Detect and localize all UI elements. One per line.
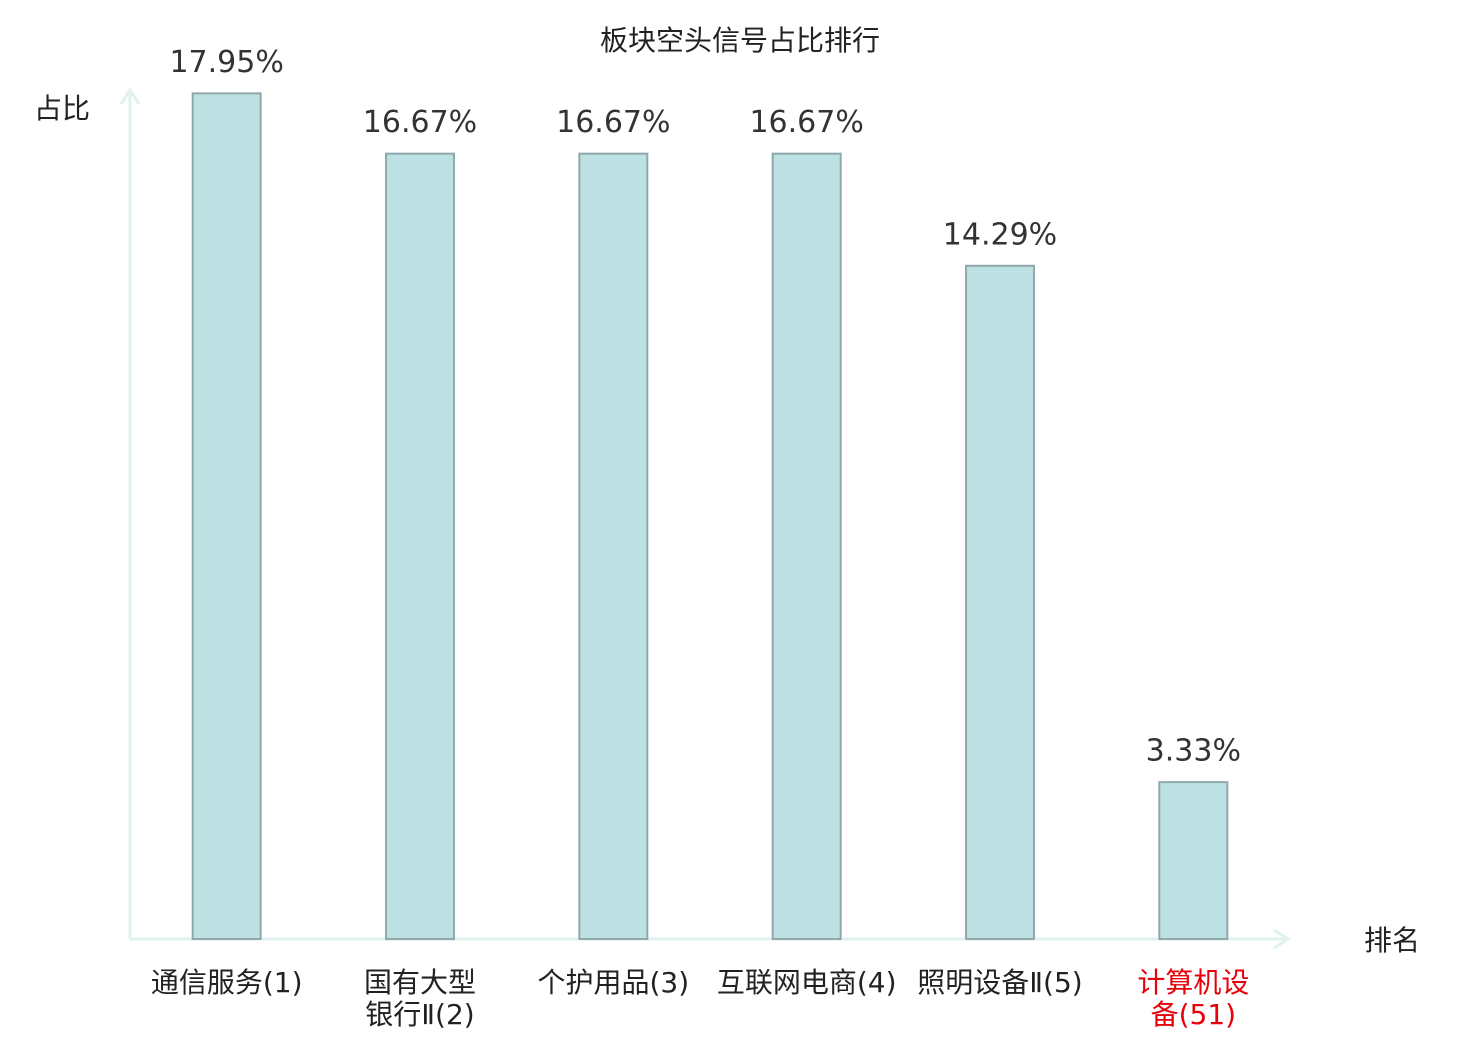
bar xyxy=(578,152,649,940)
chart-title: 板块空头信号占比排行 xyxy=(600,24,880,57)
value-label: 16.67% xyxy=(363,105,477,140)
bar xyxy=(965,264,1035,940)
x-tick-label-line: 国有大型 xyxy=(364,966,476,999)
y-axis-arrow xyxy=(119,87,141,105)
y-axis-label: 占比 xyxy=(34,92,90,125)
bar xyxy=(771,152,842,940)
x-tick-label: 互联网电商(4) xyxy=(717,966,897,999)
value-label: 17.95% xyxy=(169,45,283,80)
x-tick-label-line: 计算机设 xyxy=(1137,966,1249,999)
bar xyxy=(385,152,455,940)
bar xyxy=(1158,781,1229,940)
x-axis-label: 排名 xyxy=(1364,924,1420,957)
x-tick-label-line: 备(51) xyxy=(1151,998,1236,1031)
value-label: 16.67% xyxy=(749,105,863,140)
value-label: 14.29% xyxy=(943,217,1057,252)
x-tick-label-line: 银行Ⅱ(2) xyxy=(365,998,474,1031)
value-label: 3.33% xyxy=(1146,734,1241,769)
x-tick-label: 通信服务(1) xyxy=(151,966,303,999)
x-tick-label: 计算机设备(51) xyxy=(1137,966,1249,1031)
bar xyxy=(191,92,262,941)
x-axis-arrow xyxy=(1273,928,1291,950)
x-tick-label: 国有大型银行Ⅱ(2) xyxy=(364,966,476,1031)
x-tick-label: 个护用品(3) xyxy=(537,966,689,999)
x-tick-label: 照明设备Ⅱ(5) xyxy=(917,966,1082,999)
value-label: 16.67% xyxy=(556,105,670,140)
